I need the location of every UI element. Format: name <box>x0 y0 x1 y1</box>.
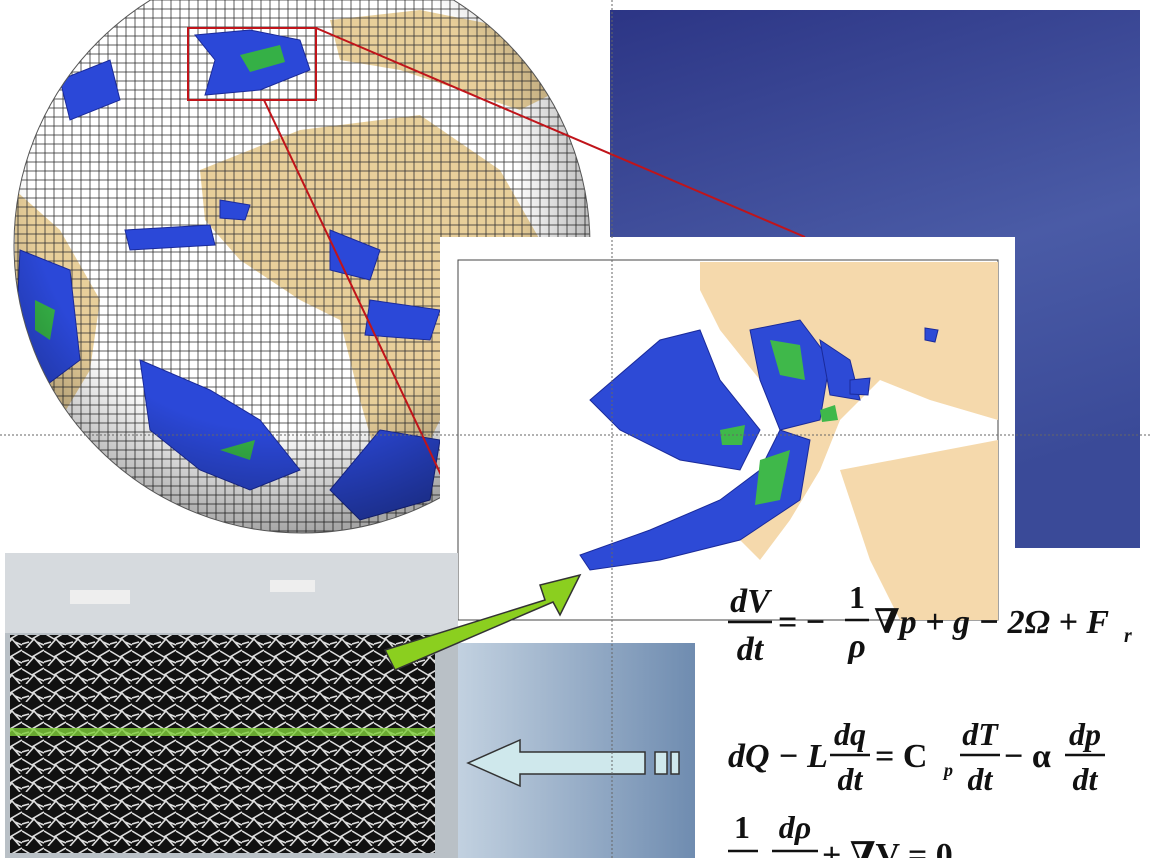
eq-text: dt <box>968 761 994 797</box>
regional-map <box>440 237 1015 640</box>
eq-text: dq <box>834 716 866 752</box>
page: dV dt = − 1 ρ ∇p + g − 2Ω + F r dQ − L d… <box>0 0 1150 858</box>
eq-text: dt <box>737 631 765 668</box>
light-panel <box>458 643 695 858</box>
eq-text: = C <box>875 738 927 775</box>
eq-text: dρ <box>779 809 811 845</box>
eq-text: ρ <box>847 628 866 665</box>
eq-text: p <box>942 760 953 780</box>
illustration: dV dt = − 1 ρ ∇p + g − 2Ω + F r dQ − L d… <box>0 0 1150 858</box>
equation: dQ − L dq dt = C p dT dt − α dp dt <box>728 716 1105 797</box>
eq-text: 1 <box>849 579 865 615</box>
arrow-tail <box>655 752 667 774</box>
eq-text: dQ − L <box>728 738 828 775</box>
eq-text: + ∇V = 0 <box>822 837 953 858</box>
equation: 1 dρ + ∇V = 0 <box>728 809 953 858</box>
eq-text: dT <box>962 716 999 752</box>
eq-text: dp <box>1069 716 1101 752</box>
eq-text: dt <box>1073 761 1099 797</box>
eq-text: 1 <box>734 809 750 845</box>
eq-text: − α <box>1004 738 1051 775</box>
supercomputer-photo <box>5 553 458 858</box>
eq-text: ∇p + g − 2Ω + F <box>874 604 1109 641</box>
eq-text: dt <box>838 761 864 797</box>
eq-text: = − <box>778 604 825 641</box>
arrow-tail <box>671 752 679 774</box>
eq-text: dV <box>730 583 772 620</box>
eq-text: r <box>1124 625 1132 647</box>
